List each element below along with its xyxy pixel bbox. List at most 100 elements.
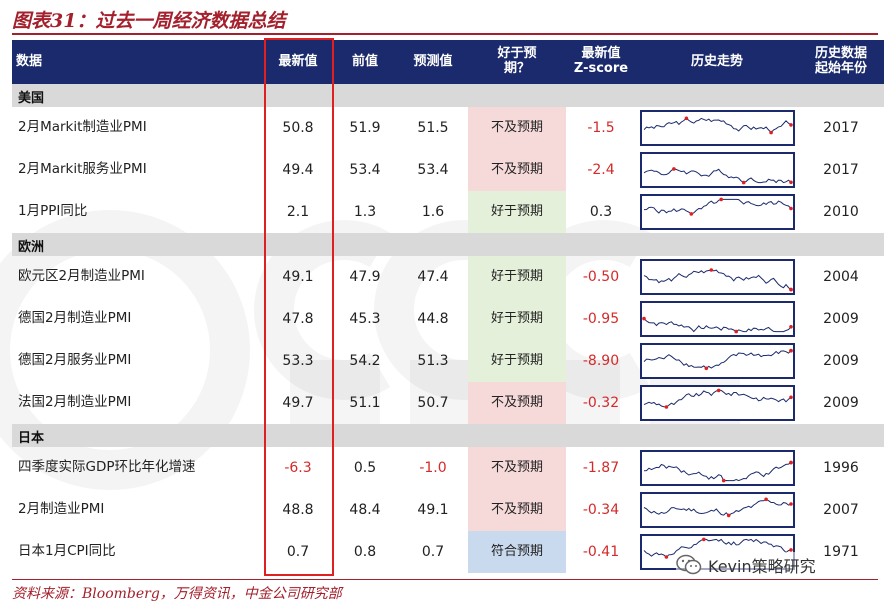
wechat-icon — [676, 554, 702, 575]
indicator-name: 欧元区2月制造业PMI — [18, 268, 145, 285]
source-note: 资料来源：Bloomberg，万得资讯，中金公司研究部 — [12, 586, 342, 602]
forecast-value: 47.4 — [417, 268, 449, 285]
sparkline-series — [643, 389, 792, 408]
sparkline-series — [643, 498, 792, 517]
sparkline-last-marker — [789, 395, 793, 400]
start-year: 2017 — [823, 119, 859, 136]
header-trend: 历史走势 — [690, 53, 743, 69]
sparkline-max-marker — [672, 167, 676, 171]
indicator-name: 1月PPI同比 — [18, 203, 88, 220]
zscore-value: -8.90 — [582, 352, 620, 369]
forecast-value: 51.5 — [417, 119, 449, 136]
zscore-value: -1.87 — [582, 459, 620, 476]
forecast-value: 53.4 — [417, 161, 449, 178]
sparkline-max-marker — [716, 388, 721, 393]
vs-forecast-badge: 不及预期 — [468, 107, 566, 149]
title-rule — [12, 33, 878, 35]
sparkline-max-marker — [764, 497, 768, 502]
sparkline-min-marker — [664, 405, 669, 409]
section-label: 美国 — [18, 91, 45, 106]
header-latest: 最新值 — [278, 53, 318, 69]
forecast-value: 50.7 — [417, 394, 449, 411]
trend-sparkline — [640, 450, 795, 486]
table-row: 四季度实际GDP环比年化增速 -6.3 0.5 -1.0 不及预期 -1.87 1996 — [12, 447, 884, 489]
zscore-value: -1.5 — [587, 119, 615, 136]
sparkline-max-marker — [702, 537, 706, 542]
trend-sparkline — [640, 343, 795, 379]
latest-value: -6.3 — [284, 459, 312, 476]
vs-forecast-badge: 不及预期 — [468, 382, 566, 424]
sparkline-last-marker — [789, 206, 793, 211]
table-row: 欧元区2月制造业PMI 49.1 47.9 47.4 好于预期 -0.50 2004 — [12, 256, 884, 298]
trend-sparkline — [640, 259, 795, 295]
vs-forecast-badge: 好于预期 — [468, 298, 566, 340]
sparkline-chart — [643, 460, 793, 483]
sparkline-series — [643, 117, 792, 134]
forecast-value: -1.0 — [419, 459, 447, 476]
previous-value: 1.3 — [353, 203, 377, 220]
sparkline-last-marker — [789, 325, 793, 329]
start-year: 2009 — [823, 352, 859, 369]
sparkline-max-marker — [709, 268, 714, 272]
zscore-value: -2.4 — [587, 161, 615, 178]
sparkline-series — [643, 269, 792, 290]
forecast-value: 44.8 — [417, 310, 449, 327]
previous-value: 48.4 — [349, 501, 381, 518]
sparkline-series — [643, 198, 792, 215]
section-row-1: 欧洲 — [12, 233, 884, 256]
table-row: 2月Markit制造业PMI 50.8 51.9 51.5 不及预期 -1.5 2017 — [12, 107, 884, 149]
sparkline-last-marker — [789, 123, 793, 127]
table-row: 德国2月制造业PMI 47.8 45.3 44.8 好于预期 -0.95 2009 — [12, 298, 884, 340]
indicator-name: 2月Markit制造业PMI — [18, 119, 147, 136]
table-row: 法国2月制造业PMI 49.7 51.1 50.7 不及预期 -0.32 2009 — [12, 382, 884, 424]
vs-forecast-badge: 不及预期 — [468, 489, 566, 531]
footer-rule — [12, 579, 878, 580]
latest-value: 2.1 — [286, 203, 310, 220]
latest-value: 48.8 — [282, 501, 314, 518]
start-year: 1996 — [823, 459, 859, 476]
latest-value: 49.1 — [282, 268, 314, 285]
header-start-year: 历史数据 起始年份 — [814, 46, 867, 76]
start-year: 2009 — [823, 310, 859, 327]
sparkline-series — [643, 318, 792, 333]
trend-sparkline — [640, 194, 795, 230]
trend-sparkline — [640, 301, 795, 337]
table-row: 1月PPI同比 2.1 1.3 1.6 好于预期 0.3 2010 — [12, 191, 884, 233]
previous-value: 0.8 — [353, 543, 377, 560]
trend-sparkline — [640, 152, 795, 188]
latest-value: 0.7 — [286, 543, 310, 560]
sparkline-series — [643, 350, 792, 369]
header-forecast: 预测值 — [413, 53, 453, 69]
vs-forecast-badge: 好于预期 — [468, 340, 566, 382]
sparkline-last-marker — [789, 548, 793, 552]
sparkline-min-marker — [664, 555, 669, 559]
sparkline-last-marker — [789, 287, 793, 292]
start-year: 2010 — [823, 203, 859, 220]
vs-forecast-badge: 符合预期 — [468, 531, 566, 573]
sparkline-min-marker — [721, 478, 726, 483]
indicator-name: 德国2月制造业PMI — [18, 310, 132, 327]
sparkline-min-marker — [734, 329, 738, 334]
previous-value: 0.5 — [353, 459, 377, 476]
zscore-value: -0.50 — [582, 268, 620, 285]
sparkline-chart — [643, 537, 793, 559]
sparkline-last-marker — [789, 460, 793, 465]
sparkline-chart — [643, 497, 793, 518]
sparkline-max-marker — [642, 316, 646, 321]
table-row: 德国2月服务业PMI 53.3 54.2 51.3 好于预期 -8.90 2009 — [12, 340, 884, 382]
header-zscore: 最新值 Z-score — [573, 46, 629, 76]
previous-value: 53.4 — [349, 161, 381, 178]
start-year: 1971 — [823, 543, 859, 560]
previous-value: 51.1 — [349, 394, 381, 411]
forecast-value: 49.1 — [417, 501, 449, 518]
sparkline-last-marker — [789, 502, 793, 506]
table-row: 2月制造业PMI 48.8 48.4 49.1 不及预期 -0.34 2007 — [12, 489, 884, 531]
latest-value-highlight — [264, 38, 334, 576]
latest-value: 49.4 — [282, 161, 314, 178]
table-row: 2月Markit服务业PMI 49.4 53.4 53.4 不及预期 -2.4 2017 — [12, 149, 884, 191]
sparkline-min-marker — [726, 513, 731, 518]
section-label: 日本 — [18, 431, 45, 446]
previous-value: 47.9 — [349, 268, 381, 285]
indicator-name: 2月制造业PMI — [18, 501, 105, 518]
vs-forecast-badge: 好于预期 — [468, 191, 566, 233]
